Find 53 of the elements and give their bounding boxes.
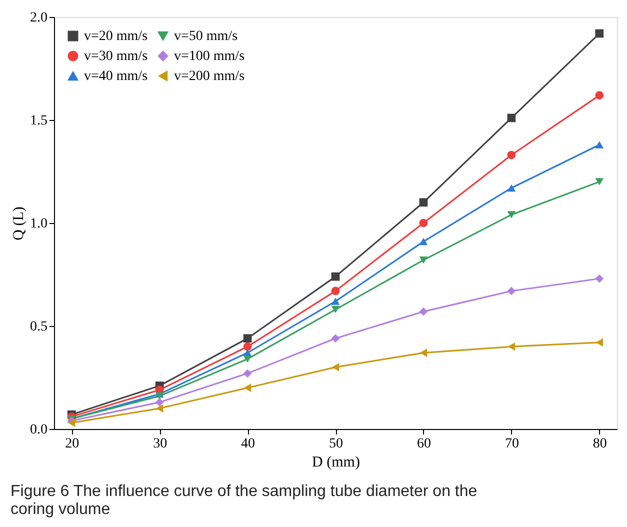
legend-label: v=50 mm/s bbox=[174, 29, 238, 44]
point bbox=[68, 418, 76, 428]
point bbox=[507, 211, 516, 218]
y-tick-label: 1.5 bbox=[30, 114, 48, 128]
point bbox=[507, 150, 516, 160]
legend-label: v=20 mm/s bbox=[84, 29, 148, 44]
point bbox=[243, 334, 252, 343]
legend-label: v=100 mm/s bbox=[174, 49, 245, 64]
y-tick-label: 0.5 bbox=[30, 320, 48, 334]
point bbox=[507, 184, 516, 192]
x-tick-label: 50 bbox=[329, 436, 343, 452]
point bbox=[420, 348, 428, 357]
x-axis-title: D (mm) bbox=[312, 454, 360, 470]
point bbox=[508, 342, 516, 351]
caption: Figure 6 The influence curve of the sampling tube diameter on the coring volume bbox=[10, 483, 478, 518]
legend-label: v=200 mm/s bbox=[174, 69, 245, 84]
y-axis-title: Q (L) bbox=[11, 206, 27, 240]
point bbox=[244, 384, 252, 392]
point bbox=[331, 272, 340, 281]
point bbox=[419, 307, 428, 316]
point bbox=[595, 91, 604, 100]
point bbox=[243, 342, 252, 351]
point bbox=[596, 338, 604, 347]
point bbox=[331, 306, 340, 314]
x-tick-label: 20 bbox=[65, 436, 80, 452]
point bbox=[243, 369, 252, 378]
y-tick-label: 2.0 bbox=[30, 10, 48, 26]
x-tick-label: 80 bbox=[592, 436, 607, 452]
point bbox=[332, 363, 340, 372]
point bbox=[595, 274, 604, 283]
point bbox=[155, 398, 164, 406]
point bbox=[419, 238, 428, 246]
point bbox=[507, 286, 516, 296]
point bbox=[419, 198, 428, 207]
x-tick-label: 30 bbox=[153, 436, 168, 452]
point bbox=[595, 178, 604, 186]
point bbox=[419, 218, 428, 228]
point bbox=[331, 298, 340, 305]
point bbox=[331, 334, 340, 343]
legend-label: v=30 mm/s bbox=[84, 49, 148, 64]
point bbox=[507, 114, 516, 122]
legend-label: v=40 mm/s bbox=[84, 69, 148, 84]
point bbox=[156, 404, 164, 413]
point bbox=[595, 141, 604, 148]
x-tick-label: 40 bbox=[241, 436, 256, 452]
point bbox=[595, 29, 604, 38]
y-tick-label: 0.0 bbox=[30, 422, 48, 438]
point bbox=[243, 355, 252, 363]
x-tick-label: 70 bbox=[504, 436, 519, 452]
point bbox=[331, 286, 340, 296]
point bbox=[419, 256, 428, 264]
y-tick-label: 1.0 bbox=[30, 216, 48, 232]
x-tick-label: 60 bbox=[416, 436, 431, 452]
